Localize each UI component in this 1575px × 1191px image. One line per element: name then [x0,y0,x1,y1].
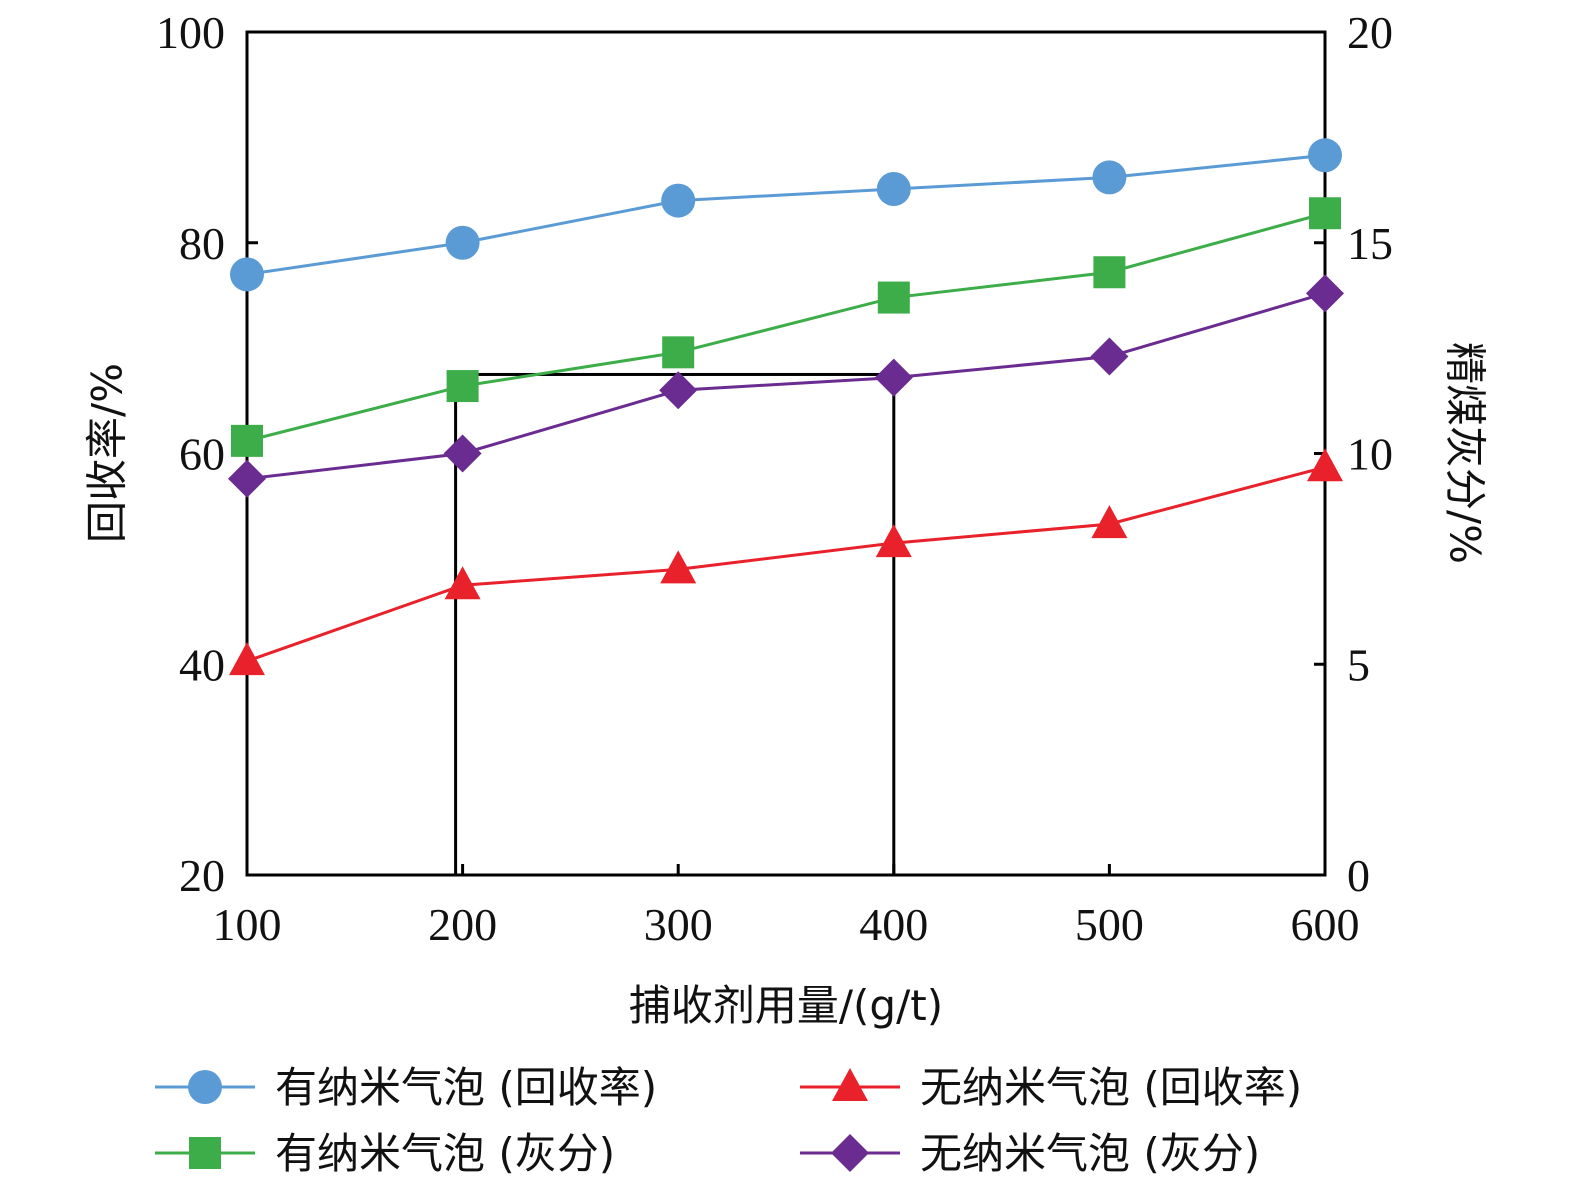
series-2 [229,448,1343,676]
y-right-tick-label: 0 [1347,850,1370,901]
x-tick-label: 600 [1291,899,1360,950]
data-point-square [1093,256,1126,289]
data-point-circle [445,225,480,260]
y-left-tick-label: 80 [179,218,225,269]
y-right-tick-label: 15 [1347,218,1393,269]
data-point-square [877,281,910,314]
data-point-diamond [1306,274,1344,313]
data-point-triangle [444,566,481,600]
legend-item: 无纳米气泡 (回收率) [800,1063,1302,1112]
highlight-box [454,372,896,877]
data-point-circle [1308,138,1342,173]
y-left-tick-label: 40 [179,639,225,690]
data-point-diamond [443,434,482,473]
series-3 [231,197,1341,457]
legend-marker-circle [188,1070,222,1104]
data-point-diamond [874,358,913,397]
series-4 [228,274,1344,498]
data-point-diamond [659,371,698,410]
series-1 [230,138,1342,292]
x-tick-label: 300 [644,899,713,950]
legend-item: 无纳米气泡 (灰分) [800,1129,1260,1178]
plot-frame [245,30,1327,877]
series-line [246,153,1326,276]
legend-item: 有纳米气泡 (回收率) [155,1063,657,1112]
y-axis-right-title: 精煤灰分/% [1441,342,1490,564]
y-left-tick-label: 20 [179,850,225,901]
y-left-tick-label: 60 [179,429,225,480]
legend-label: 无纳米气泡 (灰分) [920,1129,1260,1178]
y-axis-left-title: 回收率/% [83,363,132,543]
legend-item: 有纳米气泡 (灰分) [155,1129,615,1178]
data-point-circle [230,257,264,292]
y-left-tick-label: 100 [156,7,225,58]
legend-label: 无纳米气泡 (回收率) [920,1063,1302,1112]
data-point-triangle [875,524,912,558]
series-line [246,291,1326,481]
data-point-diamond [1090,337,1129,376]
data-point-square [231,424,263,457]
x-tick-label: 200 [428,899,497,950]
data-point-circle [876,172,911,207]
legend-label: 有纳米气泡 (灰分) [275,1129,615,1178]
data-point-square [446,370,479,403]
legend-marker-triangle [832,1068,868,1101]
series-line [246,211,1326,443]
legend-label: 有纳米气泡 (回收率) [275,1063,657,1112]
y-right-tick-label: 5 [1347,639,1370,690]
data-point-diamond [228,459,266,498]
data-point-circle [1092,160,1127,195]
legend-marker-diamond [831,1134,869,1172]
legend: 有纳米气泡 (回收率) 无纳米气泡 (回收率) 有纳米气泡 (灰分) 无纳米气泡 (灰… [155,1063,1302,1178]
x-tick-label: 400 [859,899,928,950]
data-point-circle [661,183,696,218]
series-line [246,465,1326,663]
y-right-tick-label: 10 [1347,429,1393,480]
x-tick-label: 500 [1075,899,1144,950]
legend-marker-square [189,1137,221,1169]
data-point-square [662,336,695,369]
data-point-triangle [660,550,697,584]
data-point-square [1309,197,1341,230]
x-tick-label: 100 [213,899,282,950]
x-axis-title: 捕收剂用量/(g/t) [629,981,943,1030]
data-point-triangle [1307,448,1343,482]
data-point-triangle [1091,505,1128,539]
data-point-triangle [229,642,265,676]
y-right-tick-label: 20 [1347,7,1393,58]
